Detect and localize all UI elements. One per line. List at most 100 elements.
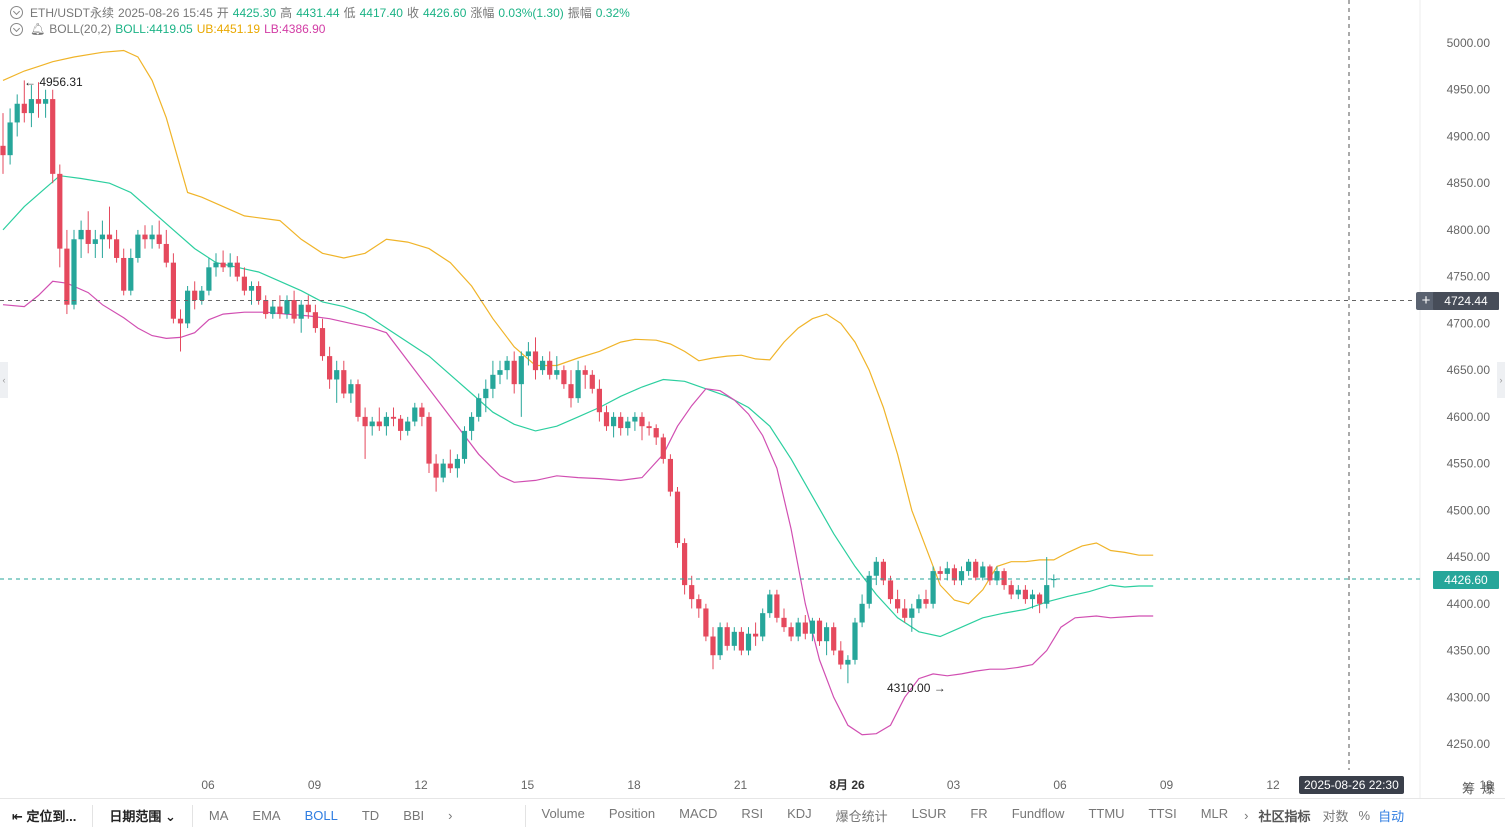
candle [646,421,652,436]
tab-sub-indicator[interactable]: MLR [1200,806,1229,821]
tab-ema[interactable]: EMA [252,808,281,823]
candle [852,617,858,665]
tab-sub-indicator[interactable]: MACD [679,806,718,821]
boll-lb-value: LB:4386.90 [264,22,326,36]
sub-indicators-more-icon[interactable]: › [1244,808,1249,823]
collapse-icon[interactable] [10,6,23,19]
candle [14,94,20,137]
chart-canvas[interactable]: ← 4956.31 4310.00 → 4250.00 4300.00 4350.00… [0,0,1505,798]
main-indicators-more-icon[interactable]: › [448,808,453,823]
x-tick-label: 21 [734,778,748,792]
candle [639,412,645,441]
candle [944,561,950,581]
y-tick-label: 4500.00 [1447,503,1491,517]
tab-sub-indicator[interactable]: TTSI [1148,806,1177,821]
y-tick-label: 4550.00 [1447,457,1491,471]
candle [319,318,326,361]
candle [994,566,1000,586]
tab-ma[interactable]: MA [208,808,229,823]
percent-scale-button[interactable]: % [1358,808,1371,823]
candle [334,360,340,403]
candle [987,564,993,586]
candle [951,564,957,586]
liquidation-button[interactable]: 爆 [1482,781,1496,796]
tab-sub-indicator[interactable]: FR [970,806,988,821]
tab-sub-indicator[interactable]: KDJ [787,806,812,821]
date-range-button[interactable]: 日期范围 ⌄ [109,809,176,824]
add-alert-button[interactable]: + [1416,292,1436,310]
candle [362,407,368,459]
collapse-icon[interactable] [10,22,23,36]
tab-td[interactable]: TD [361,808,380,823]
candle [937,566,943,581]
candle [128,248,134,296]
candle [248,281,255,305]
log-scale-button[interactable]: 对数 [1322,809,1349,824]
candle [412,402,418,427]
candle [213,253,219,277]
candle [1001,568,1007,590]
chips-button[interactable]: 筹 [1462,781,1476,796]
candle [92,229,98,258]
candle [653,424,659,445]
candle [35,82,42,118]
low-label: 低 [343,6,356,20]
right-scroll-handle[interactable]: › [1497,362,1505,398]
x-tick-label: 8月 26 [829,778,865,792]
candle [682,538,688,595]
candle [149,225,155,249]
y-tick-label: 4950.00 [1447,83,1491,97]
candle [831,622,837,656]
candle [426,412,432,473]
candle [256,281,262,305]
tab-sub-indicator[interactable]: 爆仓统计 [835,809,888,824]
tab-sub-indicator[interactable]: Fundflow [1011,806,1065,821]
candle [887,575,894,604]
candle [163,229,169,268]
candle [483,379,489,413]
tab-bbi[interactable]: BBI [403,808,425,823]
tab-sub-indicator[interactable]: Position [608,806,656,821]
candle [845,655,851,684]
high-label: 高 [280,6,293,20]
candle [43,89,49,118]
candle [497,360,503,385]
y-tick-label: 4800.00 [1447,223,1491,237]
tab-sub-indicator[interactable]: TTMU [1088,806,1125,821]
candle [454,454,460,478]
candle [923,589,929,609]
candle [980,561,986,581]
tab-sub-indicator[interactable]: RSI [741,806,764,821]
candle [1022,585,1028,604]
candle [674,486,681,548]
y-tick-label: 5000.00 [1447,36,1491,50]
auto-scale-button[interactable]: 自动 [1378,809,1405,824]
x-tick-label: 06 [1053,778,1067,792]
candle [185,286,191,329]
candle [710,627,716,670]
candle [795,617,801,642]
candle [540,356,546,375]
candle [788,622,794,642]
tab-boll[interactable]: BOLL [304,808,338,823]
locate-icon: ⇤ [12,809,23,824]
y-tick-label: 4900.00 [1447,129,1491,143]
candle [383,412,389,436]
candle [99,220,105,258]
candle [85,211,91,254]
left-scroll-handle[interactable]: ‹ [0,362,8,398]
boll-name: BOLL(20,2) [49,22,112,36]
community-indicators-button[interactable]: 社区指标 [1258,809,1311,824]
candle [71,229,77,310]
chevron-down-icon: ⌄ [165,809,176,824]
candle [192,281,198,310]
candle [532,337,539,380]
candle [341,360,347,399]
candle [199,286,205,305]
tab-sub-indicator[interactable]: Volume [541,806,585,821]
tab-sub-indicator[interactable]: LSUR [911,806,947,821]
bell-icon[interactable]: 🔔︎ [30,22,46,36]
candle [469,412,475,441]
candle [312,304,318,333]
locate-button[interactable]: ⇤ 定位到... [12,809,77,824]
